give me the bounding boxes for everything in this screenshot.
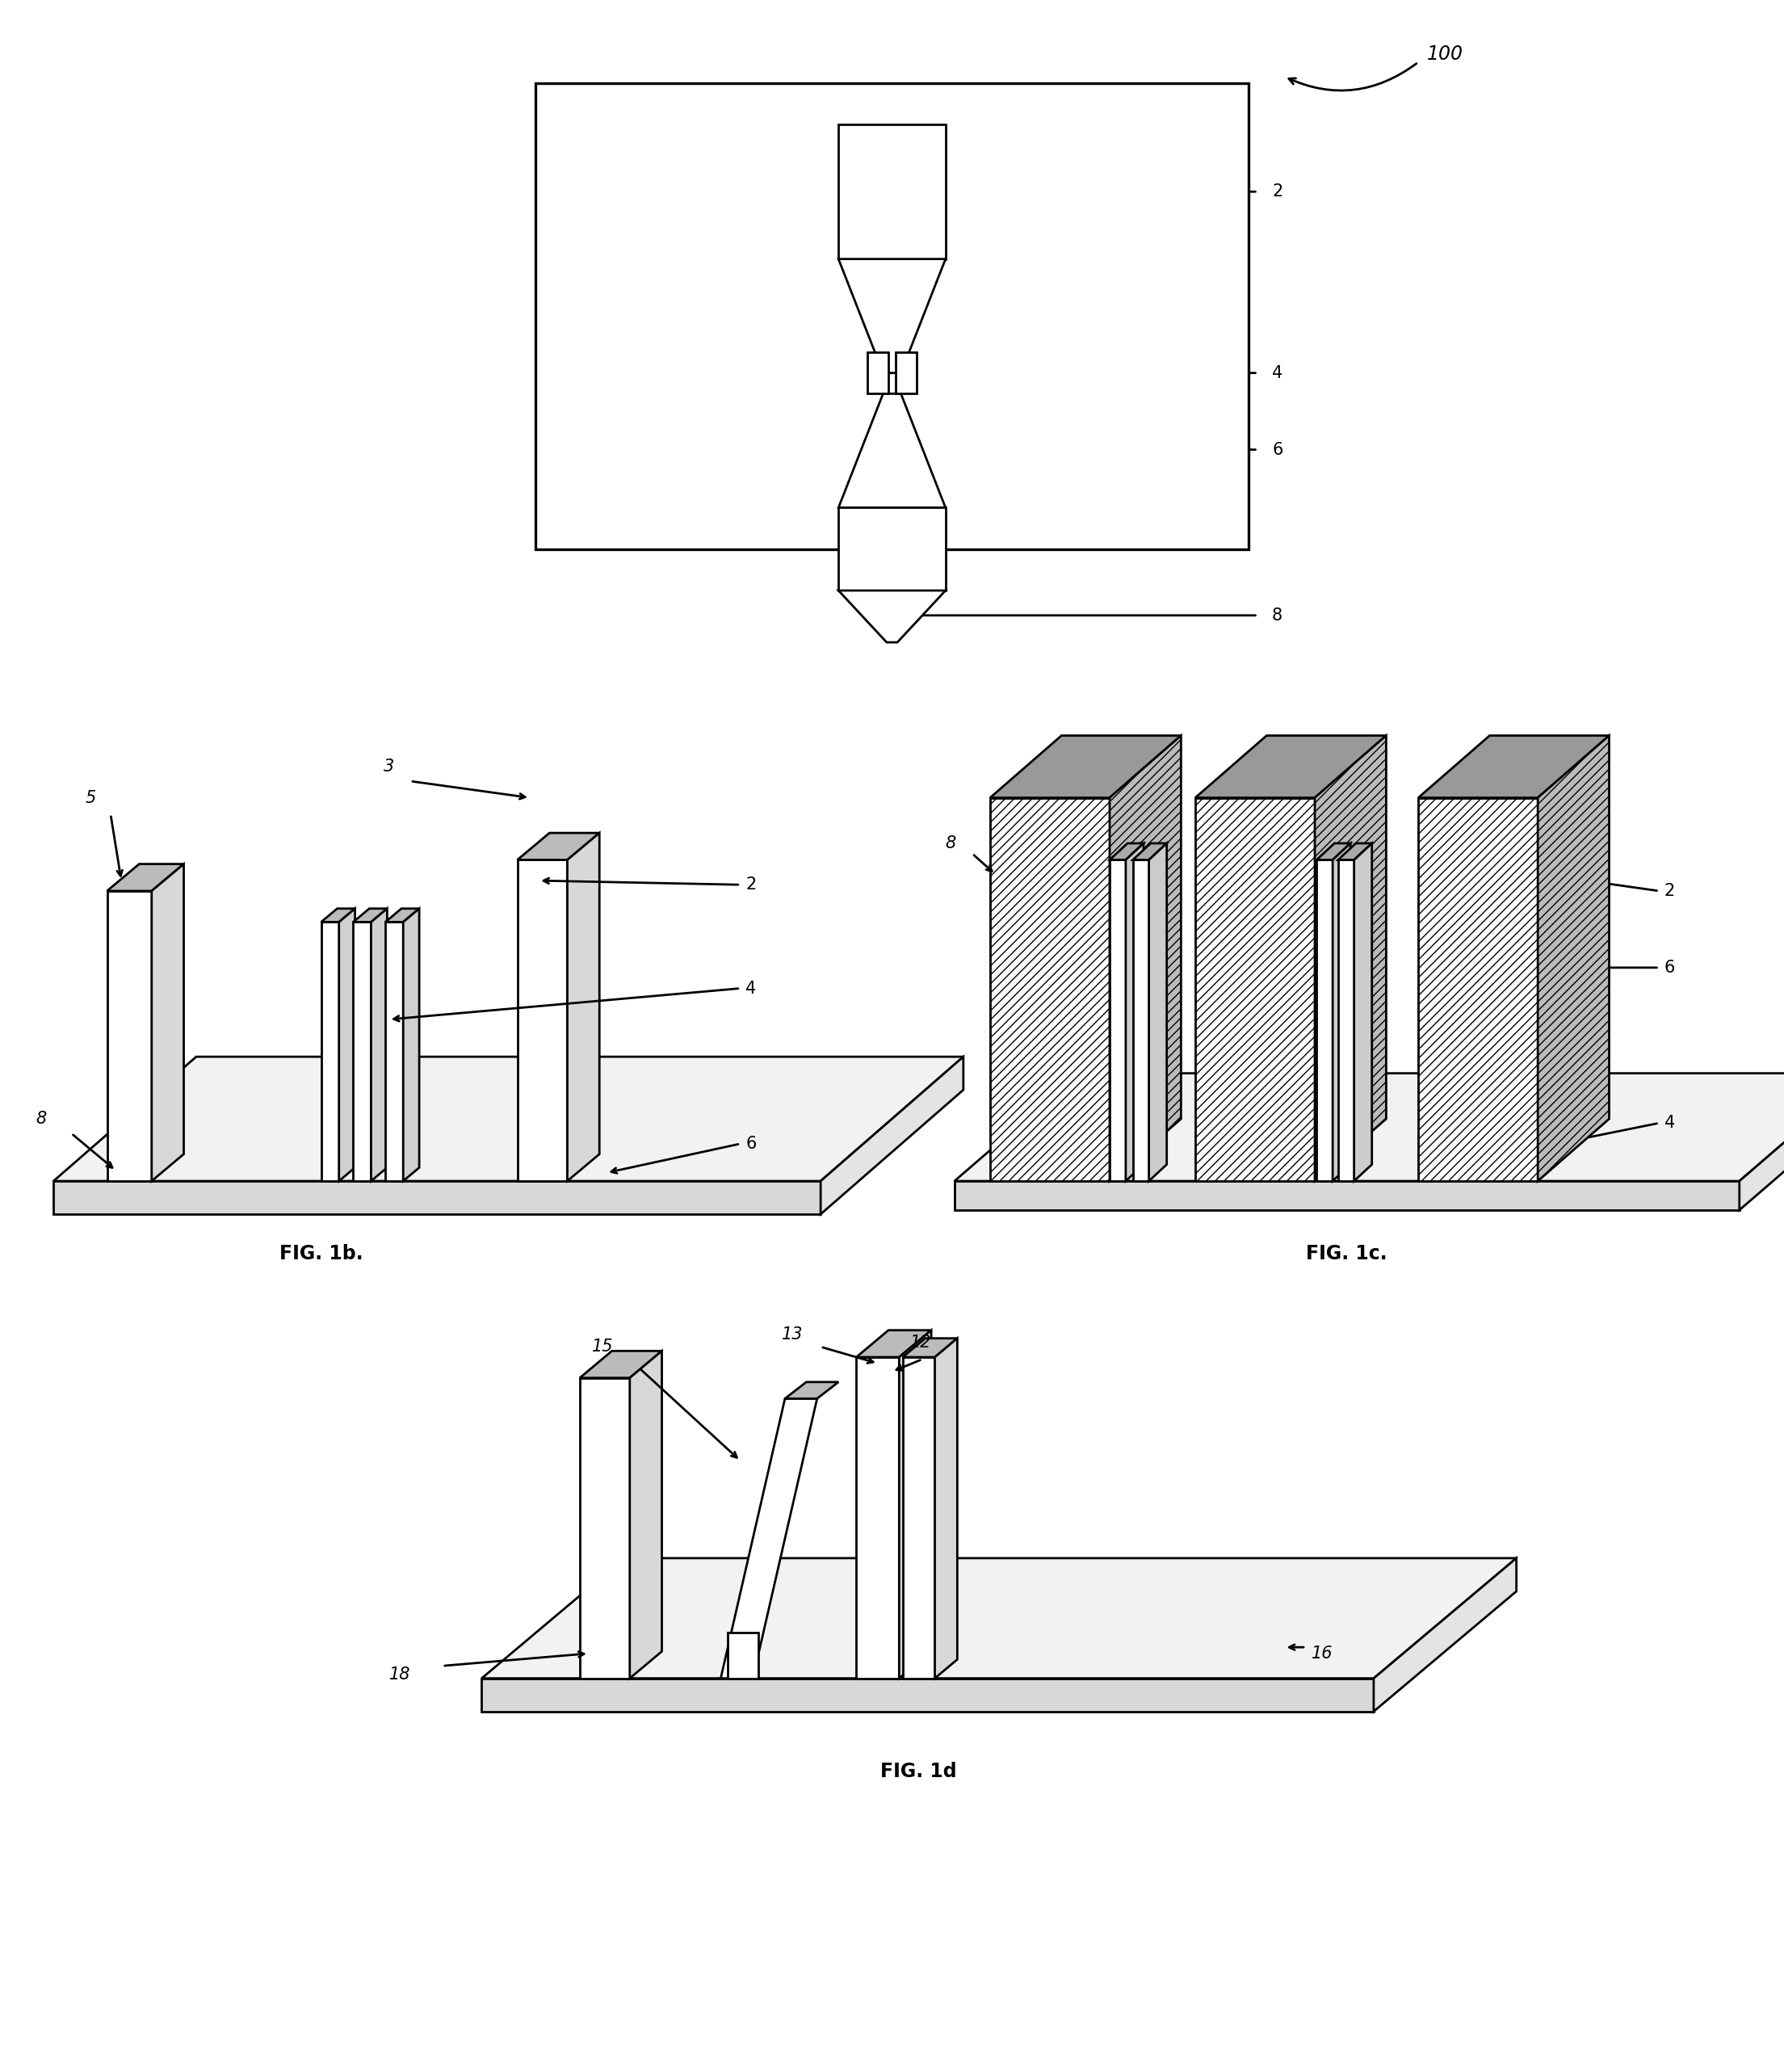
Polygon shape xyxy=(339,910,355,1181)
Text: 18: 18 xyxy=(389,1666,410,1682)
Polygon shape xyxy=(1418,736,1609,798)
Text: 2: 2 xyxy=(1272,184,1283,199)
Polygon shape xyxy=(1126,843,1144,1181)
Text: 100: 100 xyxy=(1427,44,1463,64)
Text: FIG. 1c.: FIG. 1c. xyxy=(1306,1243,1388,1264)
Polygon shape xyxy=(838,394,946,508)
Polygon shape xyxy=(517,860,567,1181)
Polygon shape xyxy=(403,910,419,1181)
Polygon shape xyxy=(903,1357,935,1678)
Polygon shape xyxy=(152,864,184,1181)
Polygon shape xyxy=(567,833,599,1181)
Polygon shape xyxy=(903,1339,958,1357)
Polygon shape xyxy=(385,922,403,1181)
Polygon shape xyxy=(1195,736,1386,798)
Polygon shape xyxy=(1418,798,1538,1181)
Polygon shape xyxy=(1110,736,1181,1181)
Text: 5: 5 xyxy=(86,789,96,806)
Polygon shape xyxy=(1133,860,1149,1181)
Polygon shape xyxy=(1538,736,1609,1181)
Polygon shape xyxy=(482,1678,1374,1711)
Polygon shape xyxy=(1110,843,1144,860)
Polygon shape xyxy=(838,591,946,642)
Text: 6: 6 xyxy=(1272,441,1283,458)
Polygon shape xyxy=(935,1339,958,1678)
Text: FIG. 1a.: FIG. 1a. xyxy=(851,591,933,611)
Polygon shape xyxy=(1338,843,1372,860)
Polygon shape xyxy=(1354,843,1372,1181)
Text: 4: 4 xyxy=(1272,365,1283,381)
Polygon shape xyxy=(954,1073,1784,1181)
Polygon shape xyxy=(517,833,599,860)
Text: FIG. 1b.: FIG. 1b. xyxy=(280,1243,362,1264)
Text: 2: 2 xyxy=(1664,883,1675,899)
Text: FIG. 1d: FIG. 1d xyxy=(881,1761,956,1782)
Text: 13: 13 xyxy=(781,1326,803,1343)
Polygon shape xyxy=(728,1633,758,1678)
Polygon shape xyxy=(1739,1073,1784,1210)
Polygon shape xyxy=(896,352,917,394)
Polygon shape xyxy=(838,259,946,373)
Polygon shape xyxy=(856,1330,931,1357)
Polygon shape xyxy=(867,352,888,394)
Polygon shape xyxy=(856,1357,899,1678)
Polygon shape xyxy=(899,1330,931,1678)
Text: 4: 4 xyxy=(1664,1115,1675,1131)
Polygon shape xyxy=(630,1351,662,1678)
Text: 16: 16 xyxy=(1311,1645,1333,1662)
Polygon shape xyxy=(54,1057,963,1181)
Polygon shape xyxy=(482,1558,1516,1678)
Polygon shape xyxy=(1317,860,1333,1181)
Polygon shape xyxy=(353,922,371,1181)
Polygon shape xyxy=(54,1181,821,1214)
Polygon shape xyxy=(721,1399,817,1678)
Polygon shape xyxy=(371,910,387,1181)
Polygon shape xyxy=(954,1181,1739,1210)
Polygon shape xyxy=(785,1382,838,1399)
Text: 4: 4 xyxy=(746,980,756,997)
Polygon shape xyxy=(1317,843,1350,860)
Text: 3: 3 xyxy=(384,758,394,775)
Polygon shape xyxy=(535,83,1249,549)
Polygon shape xyxy=(580,1378,630,1678)
Polygon shape xyxy=(838,124,946,259)
Polygon shape xyxy=(1110,860,1126,1181)
Polygon shape xyxy=(1315,736,1386,1181)
Text: 15: 15 xyxy=(592,1339,614,1355)
Polygon shape xyxy=(990,736,1181,798)
Polygon shape xyxy=(821,1057,963,1214)
Text: 12: 12 xyxy=(910,1334,931,1351)
Polygon shape xyxy=(321,910,355,922)
Polygon shape xyxy=(1333,843,1350,1181)
Text: 8: 8 xyxy=(946,835,956,852)
Polygon shape xyxy=(107,864,184,891)
Text: 6: 6 xyxy=(1664,959,1675,976)
Polygon shape xyxy=(1133,843,1167,860)
Polygon shape xyxy=(1195,798,1315,1181)
Text: 8: 8 xyxy=(36,1111,46,1127)
Text: 6: 6 xyxy=(746,1135,756,1152)
Polygon shape xyxy=(1338,860,1354,1181)
Polygon shape xyxy=(838,508,946,591)
Text: 8: 8 xyxy=(1272,607,1283,624)
Polygon shape xyxy=(580,1351,662,1378)
Polygon shape xyxy=(385,910,419,922)
Text: 2: 2 xyxy=(746,876,756,893)
Polygon shape xyxy=(1374,1558,1516,1711)
Polygon shape xyxy=(321,922,339,1181)
FancyArrowPatch shape xyxy=(1288,64,1416,91)
Polygon shape xyxy=(990,798,1110,1181)
Polygon shape xyxy=(1149,843,1167,1181)
Polygon shape xyxy=(107,891,152,1181)
Polygon shape xyxy=(353,910,387,922)
